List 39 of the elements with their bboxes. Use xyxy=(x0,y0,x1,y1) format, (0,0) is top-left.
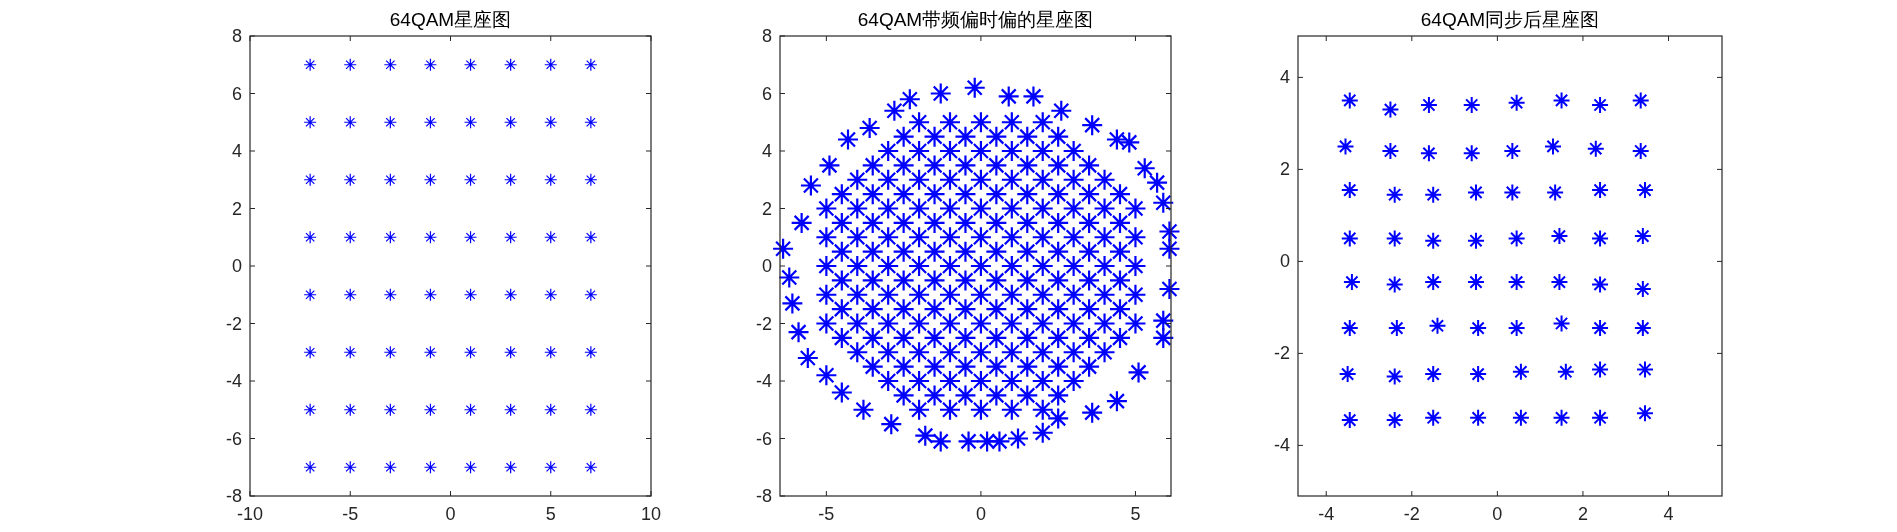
chart-title: 64QAM星座图 xyxy=(389,9,512,30)
y-tick-label: 0 xyxy=(231,256,242,276)
x-tick-label: 5 xyxy=(1130,504,1141,524)
y-tick-label: 2 xyxy=(1279,159,1290,180)
y-tick-label: 6 xyxy=(761,83,772,104)
x-tick-label: 0 xyxy=(1492,504,1503,524)
y-tick-label: 0 xyxy=(1279,251,1290,272)
x-tick-label: 5 xyxy=(545,504,556,524)
x-tick-label: 10 xyxy=(640,504,662,524)
x-tick-label: 2 xyxy=(1577,504,1588,524)
x-tick-label: 0 xyxy=(975,504,986,524)
y-tick-label: 8 xyxy=(761,26,772,46)
y-tick-label: -4 xyxy=(1273,435,1290,456)
y-tick-label: -6 xyxy=(755,428,772,449)
y-tick-label: -2 xyxy=(225,313,242,334)
x-tick-label: -5 xyxy=(342,504,359,524)
y-tick-label: 6 xyxy=(231,83,242,104)
x-tick-label: -4 xyxy=(1318,504,1335,524)
y-tick-label: 4 xyxy=(231,141,242,161)
y-tick-label: -2 xyxy=(1273,343,1290,364)
chart-title: 64QAM同步后星座图 xyxy=(1420,9,1600,30)
y-tick-label: 2 xyxy=(761,198,772,219)
y-tick-label: 2 xyxy=(231,198,242,219)
y-tick-label: -2 xyxy=(755,313,772,334)
y-tick-label: 8 xyxy=(231,26,242,46)
chart-title: 64QAM带频偏时偏的星座图 xyxy=(857,9,1094,30)
x-tick-label: -2 xyxy=(1403,504,1420,524)
y-tick-label: 4 xyxy=(761,141,772,161)
y-tick-label: 4 xyxy=(1279,67,1290,88)
x-tick-label: 0 xyxy=(445,504,456,524)
x-tick-label: 4 xyxy=(1663,504,1674,524)
y-tick-label: 0 xyxy=(761,256,772,276)
x-tick-label: -10 xyxy=(236,504,264,524)
y-tick-label: -6 xyxy=(225,428,242,449)
y-tick-label: -4 xyxy=(225,371,242,391)
x-tick-label: -5 xyxy=(818,504,835,524)
y-tick-label: -8 xyxy=(755,486,772,506)
y-tick-label: -4 xyxy=(755,371,772,391)
y-tick-label: -8 xyxy=(225,486,242,506)
